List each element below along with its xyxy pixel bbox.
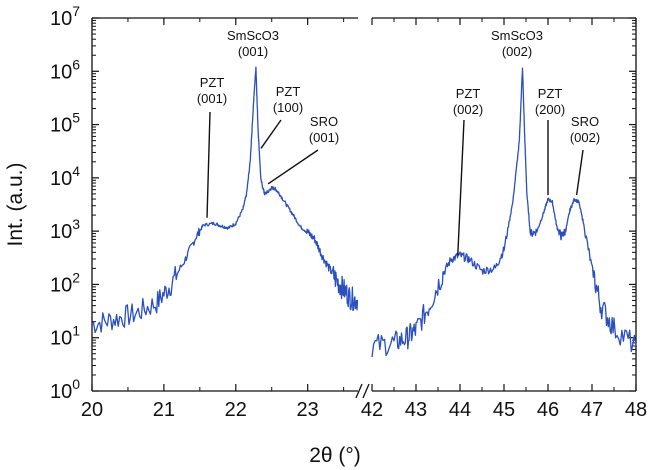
y-tick-label: 102 [50, 269, 80, 296]
x-tick-label: 45 [493, 399, 515, 421]
x-axis-title: 2θ (°) [309, 444, 361, 467]
annotation-label: PZT [538, 86, 563, 101]
annotation-label: PZT [200, 75, 225, 90]
x-tick-label: 43 [405, 399, 427, 421]
annotation-leader [206, 111, 211, 218]
peak-annotation: PZT(200) [535, 86, 565, 196]
annotation-label: (001) [197, 91, 227, 106]
annotation-label: (100) [273, 100, 303, 115]
y-tick-label: 104 [50, 163, 80, 190]
peak-annotation: PZT(002) [453, 86, 483, 256]
peak-annotation: PZT(100) [260, 84, 303, 149]
x-tick-label: 20 [81, 399, 103, 421]
break-slash-1 [362, 383, 370, 399]
annotation-label: (002) [502, 44, 532, 59]
annotation-label: (002) [453, 102, 483, 117]
annotation-label: SRO [571, 114, 599, 129]
annotation-leader [575, 149, 584, 196]
y-tick-label: 100 [50, 376, 80, 403]
xrd-curve-1 [371, 67, 637, 358]
x-tick-label: 44 [449, 399, 471, 421]
annotation-leader [457, 119, 465, 256]
x-tick-label: 48 [625, 399, 647, 421]
xrd-curve-0 [91, 66, 359, 334]
peak-annotations: PZT(001)SmScO3(001)PZT(100)SRO(001)PZT(0… [197, 28, 600, 256]
x-tick-label: 22 [225, 399, 247, 421]
annotation-label: SmScO3 [491, 28, 543, 43]
annotation-label: (200) [535, 102, 565, 117]
annotation-label: (001) [238, 44, 268, 59]
x-tick-label: 47 [581, 399, 603, 421]
y-tick-label: 103 [50, 216, 80, 243]
annotation-label: PZT [276, 84, 301, 99]
y-tick-label: 101 [50, 323, 80, 350]
peak-annotation: SRO(001) [267, 114, 339, 185]
break-slash-0 [355, 383, 363, 399]
y-tick-label: 105 [50, 110, 80, 137]
peak-annotation: SRO(002) [570, 114, 600, 196]
x-tick-label: 46 [537, 399, 559, 421]
annotation-label: (001) [309, 130, 339, 145]
x-tick-label: 42 [361, 399, 383, 421]
y-tick-label: 106 [50, 56, 80, 83]
peak-annotation: PZT(001) [197, 75, 227, 218]
y-tick-labels: 100 101 102 103 104 105 106 107 [50, 3, 80, 403]
plot-frame [91, 17, 637, 392]
peak-annotation: SmScO3(001) [227, 28, 279, 59]
annotation-label: SmScO3 [227, 28, 279, 43]
x-tick-labels: 20 21 22 23 42 43 44 45 46 47 48 [81, 399, 647, 421]
annotation-label: SRO [310, 114, 338, 129]
y-axis-title: Int. (a.u.) [4, 162, 27, 246]
annotation-label: PZT [456, 86, 481, 101]
annotation-label: (002) [570, 130, 600, 145]
annotation-leader [260, 119, 282, 149]
annotation-leader [267, 149, 319, 185]
data-curves [91, 66, 637, 358]
axis-break-mark [355, 383, 370, 399]
peak-annotation: SmScO3(002) [491, 28, 543, 59]
axis-ticks [91, 17, 637, 392]
x-tick-label: 23 [297, 399, 319, 421]
x-tick-label: 21 [153, 399, 175, 421]
y-tick-label: 107 [50, 3, 80, 30]
